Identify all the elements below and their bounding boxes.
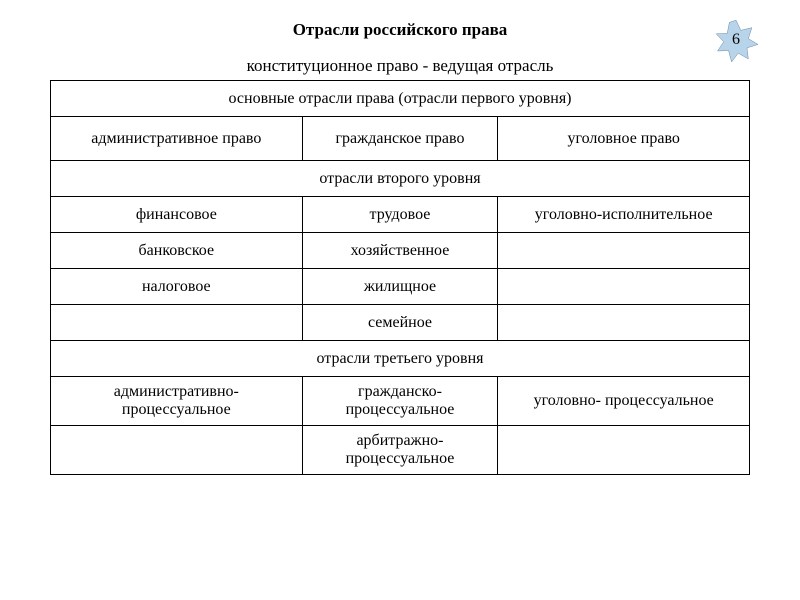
table-cell: трудовое (302, 197, 498, 233)
table-cell: уголовное право (498, 117, 750, 161)
table-cell: арбитражно-процессуальное (302, 426, 498, 475)
table-cell: финансовое (51, 197, 303, 233)
table-row: налоговоежилищное (51, 269, 750, 305)
page-subtitle: конституционное право - ведущая отрасль (50, 56, 750, 76)
table-cell: хозяйственное (302, 233, 498, 269)
table-cell: банковское (51, 233, 303, 269)
slide-number: 6 (732, 31, 740, 49)
table-row: арбитражно-процессуальное (51, 426, 750, 475)
table-cell: уголовно-исполнительное (498, 197, 750, 233)
table-cell: основные отрасли права (отрасли первого … (51, 81, 750, 117)
table-cell: административно-процессуальное (51, 377, 303, 426)
table-cell: отрасли второго уровня (51, 161, 750, 197)
table-cell (498, 233, 750, 269)
table-row: банковскоехозяйственное (51, 233, 750, 269)
table-row: административно-процессуальноегражданско… (51, 377, 750, 426)
table-cell (51, 426, 303, 475)
table-row: финансовоетрудовоеуголовно-исполнительно… (51, 197, 750, 233)
table-cell: административное право (51, 117, 303, 161)
law-branches-table: основные отрасли права (отрасли первого … (50, 80, 750, 475)
table-cell: жилищное (302, 269, 498, 305)
table-row: основные отрасли права (отрасли первого … (51, 81, 750, 117)
table-cell: уголовно- процессуальное (498, 377, 750, 426)
table-cell (498, 305, 750, 341)
table-row: отрасли второго уровня (51, 161, 750, 197)
slide-number-badge: 6 (714, 18, 758, 62)
table-cell (498, 269, 750, 305)
table-cell: налоговое (51, 269, 303, 305)
table-cell: семейное (302, 305, 498, 341)
table-cell: отрасли третьего уровня (51, 341, 750, 377)
table-row: административное правогражданское правоу… (51, 117, 750, 161)
table-cell: гражданско-процессуальное (302, 377, 498, 426)
table-row: отрасли третьего уровня (51, 341, 750, 377)
page-title: Отрасли российского права (50, 20, 750, 40)
table-cell: гражданское право (302, 117, 498, 161)
table-cell (498, 426, 750, 475)
table-cell (51, 305, 303, 341)
table-row: семейное (51, 305, 750, 341)
